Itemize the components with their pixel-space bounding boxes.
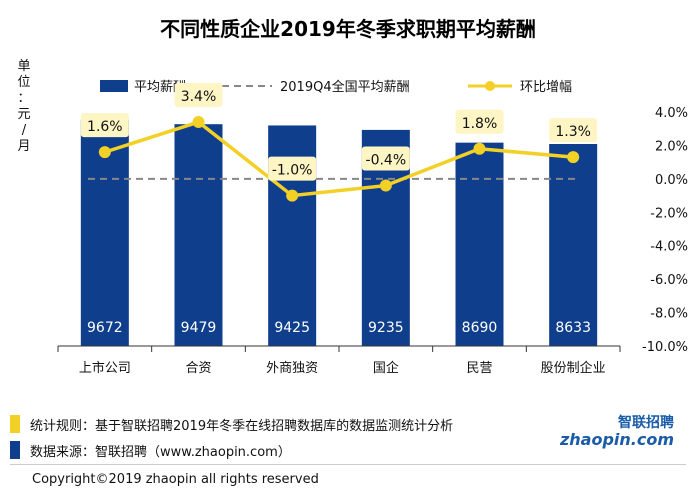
y-right-tick-label: -10.0% — [642, 340, 688, 355]
bar-1 — [174, 124, 223, 346]
y-axis-right: 4.0% 2.0% 0.0% -2.0% -4.0% -6.0% -8.0% -10.0% — [642, 106, 688, 355]
change-rate-label: 1.6% — [87, 119, 123, 135]
legend-item-2: 环比增幅 — [468, 80, 572, 95]
data-label-bg — [549, 118, 598, 143]
change-rate-point — [98, 146, 111, 159]
bar-5 — [549, 143, 598, 346]
x-tick-label: 国企 — [373, 360, 399, 376]
data-label-bg — [361, 146, 410, 171]
legend-dot-swatch — [485, 81, 495, 91]
note-source-row: 数据来源：智联招聘（www.zhaopin.com） — [10, 440, 291, 460]
note-rule-row: 统计规则：基于智联招聘2019年冬季在线招聘数据库的数据监测统计分析 — [10, 414, 453, 434]
data-label-bg — [455, 109, 504, 134]
bar-4 — [455, 142, 504, 346]
note-source-swatch — [10, 441, 20, 459]
change-rate-point — [379, 179, 392, 192]
legend-item-0: 平均薪酬 — [100, 80, 186, 95]
change-rate-point — [473, 142, 486, 155]
bar-value-label: 9479 — [181, 320, 217, 336]
change-rate-point — [286, 189, 299, 202]
change-rate-label: -0.4% — [366, 153, 407, 169]
bar-value-label: 9235 — [368, 320, 404, 336]
change-rate-point — [567, 151, 580, 164]
data-label-bg — [80, 113, 129, 138]
y-right-tick-label: -2.0% — [650, 206, 688, 221]
bar-value-label: 9672 — [87, 320, 123, 336]
data-label-bg — [268, 156, 317, 181]
bar-value-label: 8633 — [555, 320, 591, 336]
y-axis-unit-label: 单位：元/月 — [17, 59, 30, 154]
chart-title: 不同性质企业2019年冬季求职期平均薪酬 — [160, 17, 536, 41]
svg-text:单位：元/月: 单位：元/月 — [17, 59, 30, 154]
logo-en-text: zhaopin.com — [559, 430, 674, 449]
bar-value-label: 9425 — [274, 320, 310, 336]
logo-cn-text: 智联招聘 — [618, 415, 674, 431]
x-axis: 上市公司 合资 外商独资 国企 民营 股份制企业 — [57, 345, 621, 376]
legend-label: 2019Q4全国平均薪酬 — [280, 79, 410, 95]
change-rate-label: 1.3% — [555, 124, 591, 140]
legend-bar-swatch — [100, 80, 128, 92]
copyright-text: Copyright©2019 zhaopin all rights reserv… — [32, 472, 319, 487]
footer-divider — [10, 464, 686, 465]
note-source-text: 数据来源：智联招聘（www.zhaopin.com） — [30, 444, 291, 460]
change-rate-line — [104, 120, 574, 198]
note-rule-swatch — [10, 415, 20, 433]
change-rate-point — [192, 116, 205, 129]
y-right-tick-label: 4.0% — [655, 106, 688, 121]
x-tick-label: 上市公司 — [79, 360, 131, 376]
plot-area: 9672 9479 9425 9235 8690 8633 上市公司 合资 外商独资 国企 民营 股… — [57, 83, 688, 376]
chart-legend: 平均薪酬 2019Q4全国平均薪酬 环比增幅 — [100, 79, 572, 95]
legend-label: 环比增幅 — [520, 80, 572, 95]
legend-label: 平均薪酬 — [134, 80, 186, 95]
x-tick-label: 外商独资 — [266, 361, 318, 376]
salary-chart: 不同性质企业2019年冬季求职期平均薪酬 单位：元/月 平均薪酬 2019Q4全国… — [17, 17, 688, 376]
y-right-tick-label: -8.0% — [650, 307, 688, 322]
change-rate-label: 1.8% — [462, 116, 498, 132]
legend-item-1: 2019Q4全国平均薪酬 — [222, 79, 410, 95]
y-right-tick-label: -6.0% — [650, 273, 688, 288]
y-right-tick-label: 2.0% — [655, 139, 688, 154]
bar-value-label: 8690 — [462, 320, 498, 336]
x-tick-label: 合资 — [185, 361, 211, 376]
footer: 统计规则：基于智联招聘2019年冬季在线招聘数据库的数据监测统计分析 数据来源：… — [0, 408, 696, 502]
y-right-tick-label: -4.0% — [650, 240, 688, 255]
change-rate-label: 3.4% — [181, 89, 217, 105]
zhaopin-logo: 智联招聘 zhaopin.com — [546, 412, 674, 452]
note-rule-text: 统计规则：基于智联招聘2019年冬季在线招聘数据库的数据监测统计分析 — [30, 418, 454, 434]
x-tick-label: 股份制企业 — [541, 360, 606, 376]
x-tick-label: 民营 — [466, 361, 492, 376]
change-rate-label: -1.0% — [272, 163, 313, 179]
change-rate-series: 1.6% 3.4% -1.0% -0.4% 1.8% 1.3% — [80, 83, 598, 202]
y-right-tick-label: 0.0% — [655, 173, 688, 188]
data-label-bg — [174, 83, 223, 108]
